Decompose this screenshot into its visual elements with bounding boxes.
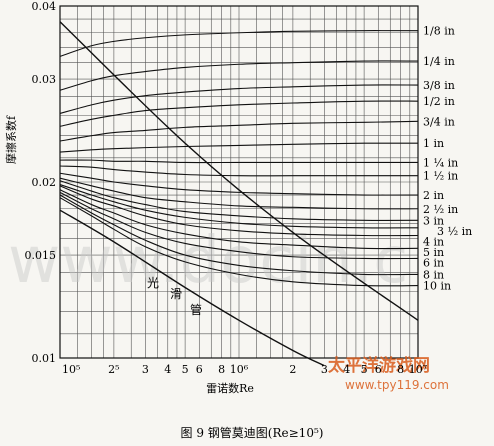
series-line-11: [59, 180, 419, 221]
y-tick-label: 0.04: [32, 0, 57, 13]
y-tick-label: 0.02: [32, 176, 57, 189]
x-tick-label: 10⁶: [230, 363, 249, 376]
series-line-7: [59, 159, 418, 164]
x-tick-label: 3: [321, 363, 328, 376]
figure-caption: 图 9 钢管莫迪图(Re≥10⁵): [181, 425, 324, 440]
series-line-2: [59, 60, 419, 91]
x-tick-label: 10⁵: [62, 363, 80, 376]
watermark-text: www.docin.c: [8, 224, 408, 298]
y-tick-label: 0.015: [25, 249, 57, 262]
series-line-16: [59, 194, 419, 276]
series-line-15: [59, 191, 419, 260]
size-label-8: 1 ½ in: [423, 170, 458, 183]
y-tick-label: 0.03: [32, 73, 57, 86]
series-line-3: [59, 84, 419, 114]
x-tick-label: 6: [375, 363, 382, 376]
x-tick-label: 5: [361, 363, 368, 376]
size-label-11: 3 in: [423, 214, 444, 227]
series-lines: [59, 21, 419, 367]
size-label-6: 1 in: [423, 137, 444, 150]
size-label-3: 3/8 in: [423, 79, 455, 92]
size-label-17: 10 in: [423, 280, 451, 293]
y-axis-title: 摩擦系数f: [4, 115, 18, 164]
size-label-1: 1/8 in: [423, 25, 455, 38]
y-tick-label: 0.01: [32, 352, 57, 365]
y-tick-labels: 0.04 0.03 0.02 0.015 0.01: [25, 0, 57, 365]
x-tick-label: 2: [289, 363, 296, 376]
smooth-pipe-label-char: 光: [147, 276, 159, 290]
series-line-9: [59, 172, 419, 196]
watermark-url-text: www.tpy119.com: [345, 378, 449, 392]
size-label-15: 6 in: [423, 256, 444, 269]
size-label-7: 1 ¼ in: [423, 156, 458, 169]
x-axis-title: 雷诺数Re: [206, 382, 254, 395]
size-labels: 1/8 in 1/4 in 3/8 in 1/2 in 3/4 in 1 in 1 ¼ in…: [423, 25, 472, 293]
x-tick-label: 3: [142, 363, 149, 376]
size-label-5: 3/4 in: [423, 115, 455, 128]
size-label-12: 3 ½ in: [437, 225, 472, 238]
x-tick-label: 8: [397, 363, 404, 376]
watermark: www.docin.c 太平洋游戏网 www.tpy119.com: [8, 224, 449, 392]
complete-turbulence-boundary-line: [59, 21, 419, 321]
smooth-pipe-label-char: 管: [190, 302, 202, 317]
x-tick-label: 10⁷: [409, 363, 428, 376]
x-tick-label: 5: [182, 363, 189, 376]
series-line-4: [59, 100, 419, 127]
size-label-14: 5 in: [423, 246, 444, 259]
series-line-14: [59, 189, 419, 250]
smooth-pipe-line: [59, 209, 325, 367]
x-tick-label: 6: [196, 363, 203, 376]
x-tick-label: 4: [343, 363, 350, 376]
series-line-13: [59, 185, 419, 237]
series-line-5: [59, 120, 419, 142]
smooth-pipe-label-char: 滑: [170, 287, 182, 301]
size-label-4: 1/2 in: [423, 95, 455, 108]
series-line-8: [59, 165, 418, 177]
size-label-10: 2 ½ in: [423, 203, 458, 216]
x-tick-label: 2⁵: [108, 363, 119, 376]
x-tick-label: 8: [218, 363, 225, 376]
x-tick-label: 4: [164, 363, 171, 376]
x-tick-labels: 10⁵ 2⁵ 3 4 5 6 8 10⁶ 2 3 4 5 6 8 10⁷: [62, 363, 428, 376]
smooth-pipe-label: 光滑管: [147, 276, 202, 317]
watermark-cn-text: 太平洋游戏网: [328, 355, 430, 376]
size-label-2: 1/4 in: [423, 55, 455, 68]
size-label-16: 8 in: [423, 268, 444, 281]
grid: [59, 5, 419, 359]
series-line-6: [59, 142, 419, 153]
series-line-17: [59, 197, 419, 287]
series-line-12: [59, 184, 419, 229]
series-line-10: [59, 177, 419, 210]
size-label-9: 2 in: [423, 189, 444, 202]
series-line-1: [59, 30, 419, 57]
size-label-13: 4 in: [423, 235, 444, 248]
plot-frame: [59, 5, 419, 359]
